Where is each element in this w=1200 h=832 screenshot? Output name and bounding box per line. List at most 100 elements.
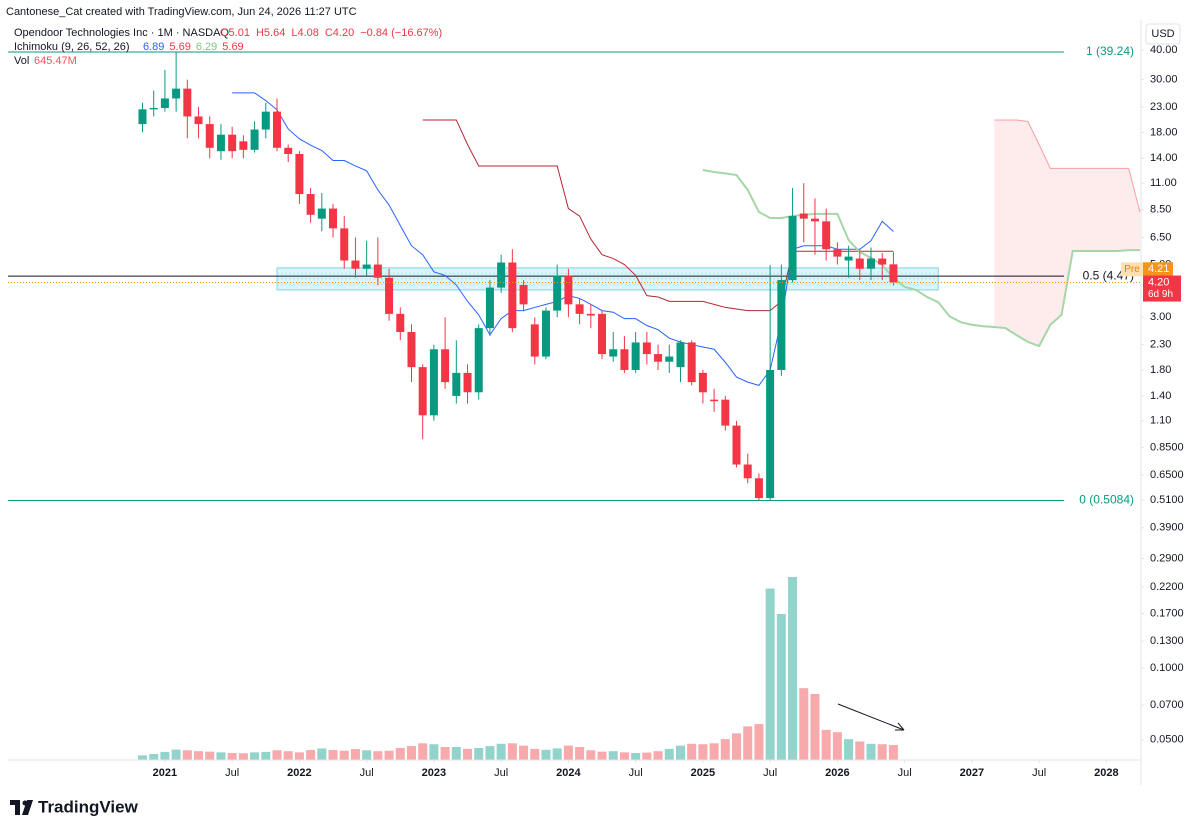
candle-body: [810, 218, 819, 222]
candle-body: [373, 264, 382, 278]
volume-bar: [250, 752, 260, 760]
volume-bar: [216, 752, 226, 760]
volume-bar: [317, 748, 327, 760]
y-tick-label: 0.8500: [1150, 441, 1184, 453]
candle-body: [351, 260, 360, 269]
indicator: Ichimoku (9, 26, 52, 26): [14, 41, 130, 53]
last-price: 4.20: [1148, 276, 1169, 288]
volume-bar: [463, 748, 473, 760]
volume-bar: [451, 747, 461, 760]
attribution: Cantonese_Cat created with TradingView.c…: [6, 6, 357, 18]
x-tick-label: Jul: [1032, 767, 1046, 779]
y-tick-label: 6.50: [1150, 231, 1171, 243]
quote-value: H5.64: [256, 27, 285, 39]
volume-bar: [530, 748, 540, 760]
candle-body: [642, 342, 651, 355]
volume-bar: [888, 745, 898, 760]
candle-body: [553, 275, 562, 311]
quote-value: −0.84 (−16.67%): [360, 27, 442, 39]
volume-bar: [653, 751, 663, 760]
volume-bar: [799, 688, 809, 760]
candle-body: [687, 342, 696, 383]
y-tick-label: 8.50: [1150, 204, 1171, 216]
countdown: 6d 9h: [1148, 289, 1173, 300]
volume-bar: [575, 747, 585, 760]
indicator-value: 5.69: [169, 41, 190, 53]
candle-body: [878, 258, 887, 265]
x-tick-label: Jul: [494, 767, 508, 779]
volume-bar: [720, 739, 730, 760]
candle-body: [172, 88, 181, 99]
x-tick-label: Jul: [763, 767, 777, 779]
logo: [10, 800, 33, 815]
volume-bar: [675, 745, 685, 760]
candle-body: [306, 194, 315, 215]
volume-label: Vol: [14, 55, 29, 67]
currency-button[interactable]: [1145, 23, 1181, 45]
volume-bar: [406, 746, 416, 760]
candle-body: [497, 262, 506, 288]
candle-body: [485, 287, 494, 329]
cloud-edge: [994, 119, 1141, 213]
candle-body: [844, 256, 853, 261]
volume-bar: [294, 752, 304, 760]
candle-body: [160, 98, 169, 108]
candle-body: [575, 304, 584, 314]
volume-bar: [339, 750, 349, 760]
candle-body: [631, 342, 640, 370]
candle-body: [205, 124, 214, 148]
volume-bar: [474, 747, 484, 760]
y-tick-label: 11.00: [1150, 177, 1177, 189]
candle-body: [508, 262, 517, 329]
volume-bar: [238, 753, 248, 760]
candle-body: [340, 228, 349, 261]
indicator-value: 6.29: [196, 41, 217, 53]
candle-body: [609, 349, 618, 357]
y-tick-label: 1.80: [1150, 364, 1171, 376]
volume-bar: [440, 747, 450, 760]
candle-body: [541, 310, 550, 357]
volume-bar: [642, 752, 652, 760]
y-tick-label: 40.00: [1150, 44, 1178, 56]
pre-badge: [1121, 262, 1143, 277]
y-tick-label: 0.2900: [1150, 552, 1184, 564]
y-tick-label: 23.00: [1150, 101, 1178, 113]
y-tick-label: 3.00: [1150, 311, 1171, 323]
candle-body: [721, 399, 730, 426]
candle-body: [329, 208, 338, 229]
candle-body: [743, 464, 752, 479]
currency[interactable]: USD: [1151, 28, 1174, 40]
candle-body: [250, 129, 259, 150]
volume-bar: [631, 753, 641, 760]
candle-body: [239, 141, 248, 150]
candle-body: [228, 134, 237, 152]
volume-bar: [350, 749, 360, 760]
candle-body: [474, 328, 483, 393]
pre-price-badge: [1143, 262, 1173, 277]
volume-bar: [687, 743, 697, 760]
candle-body: [777, 280, 786, 370]
volume-bar: [194, 751, 204, 760]
y-tick-label: 0.0700: [1150, 699, 1184, 711]
volume-bar: [619, 752, 629, 760]
candle-body: [654, 354, 663, 362]
volume-bar: [552, 748, 562, 760]
y-tick-label: 0.6500: [1150, 469, 1184, 481]
x-tick-label: 2026: [825, 767, 849, 779]
x-tick-label: Jul: [225, 767, 239, 779]
cloud: [994, 119, 1140, 347]
indicator-value: 6.89: [143, 41, 164, 53]
volume-bar: [137, 755, 147, 760]
quote-value: L4.08: [291, 27, 319, 39]
volume-bar: [821, 729, 831, 760]
candle-body: [407, 332, 416, 368]
volume-bar: [866, 743, 876, 760]
volume-bar: [519, 745, 529, 760]
y-tick-label: 1.10: [1150, 415, 1171, 427]
volume-bar: [362, 750, 372, 760]
volume-bar: [810, 693, 820, 760]
volume-bar: [855, 741, 865, 760]
last-price-badge: [1143, 275, 1181, 302]
level-label: 1 (39.24): [1086, 44, 1134, 58]
volume-bar: [485, 746, 495, 760]
